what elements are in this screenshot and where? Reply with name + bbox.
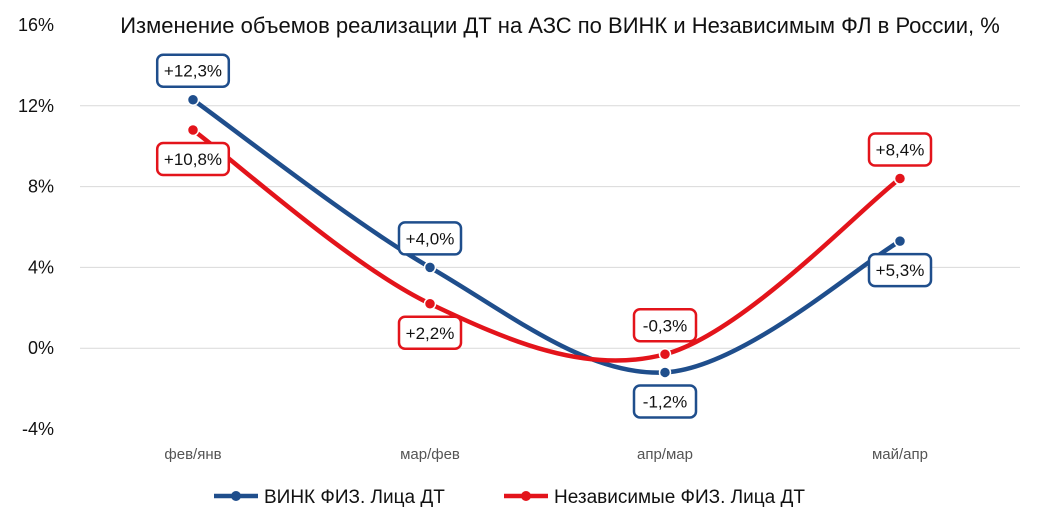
x-axis-tick-labels: фев/янв мар/фев апр/мар май/апр — [164, 446, 928, 463]
data-point — [893, 234, 907, 248]
data-label: -1,2% — [632, 384, 698, 419]
series-points — [186, 93, 907, 379]
legend-label: ВИНК ФИЗ. Лица ДТ — [264, 487, 445, 508]
data-label-text: +5,3% — [876, 261, 925, 280]
data-point — [423, 261, 437, 274]
data-label-text: +12,3% — [164, 62, 222, 81]
data-label-text: +2,2% — [406, 324, 455, 343]
y-axis-tick-labels: -4% 0% 4% 8% 12% 16% — [18, 15, 54, 439]
data-label-text: +4,0% — [406, 229, 455, 248]
y-tick-label: 4% — [28, 257, 54, 277]
legend-marker — [521, 491, 531, 501]
y-tick-label: 12% — [18, 96, 54, 116]
legend-item: ВИНК ФИЗ. Лица ДТ — [214, 487, 445, 508]
legend-marker — [231, 491, 241, 501]
data-point — [186, 93, 200, 106]
data-label: +4,0% — [397, 221, 463, 256]
series-lines — [190, 97, 903, 375]
data-label-text: +10,8% — [164, 150, 222, 169]
data-label-text: -0,3% — [643, 316, 687, 335]
legend-item: Независимые ФИЗ. Лица ДТ — [504, 487, 805, 508]
y-tick-label: 0% — [28, 338, 54, 358]
data-label: -0,3% — [632, 308, 698, 343]
data-label: +10,8% — [155, 141, 231, 177]
legend: ВИНК ФИЗ. Лица ДТ Независимые ФИЗ. Лица Д… — [214, 487, 805, 508]
data-label-text: +8,4% — [876, 141, 925, 160]
data-label-text: -1,2% — [643, 392, 687, 411]
y-tick-label: 8% — [28, 177, 54, 197]
data-point — [186, 123, 200, 137]
y-tick-label: 16% — [18, 15, 54, 35]
data-labels: +12,3% +4,0% -1,2% +5,3% +10,8% +2,2% -0,3% +8,… — [155, 53, 933, 419]
y-tick-label: -4% — [22, 419, 54, 439]
data-label: +2,2% — [397, 315, 463, 351]
x-tick-label: апр/мар — [637, 446, 693, 463]
data-label: +12,3% — [155, 53, 231, 88]
x-tick-label: май/апр — [872, 446, 928, 463]
data-point — [893, 172, 907, 185]
chart-title: Изменение объемов реализации ДТ на АЗС п… — [120, 13, 1000, 38]
data-label: +5,3% — [867, 252, 933, 288]
data-label: +8,4% — [867, 132, 933, 167]
data-point — [423, 297, 437, 311]
series-line — [190, 97, 903, 375]
data-point — [658, 366, 672, 379]
data-point — [658, 348, 672, 361]
legend-label: Независимые ФИЗ. Лица ДТ — [554, 487, 805, 508]
x-tick-label: мар/фев — [400, 446, 460, 463]
x-tick-label: фев/янв — [164, 446, 221, 463]
series-line — [190, 127, 903, 363]
